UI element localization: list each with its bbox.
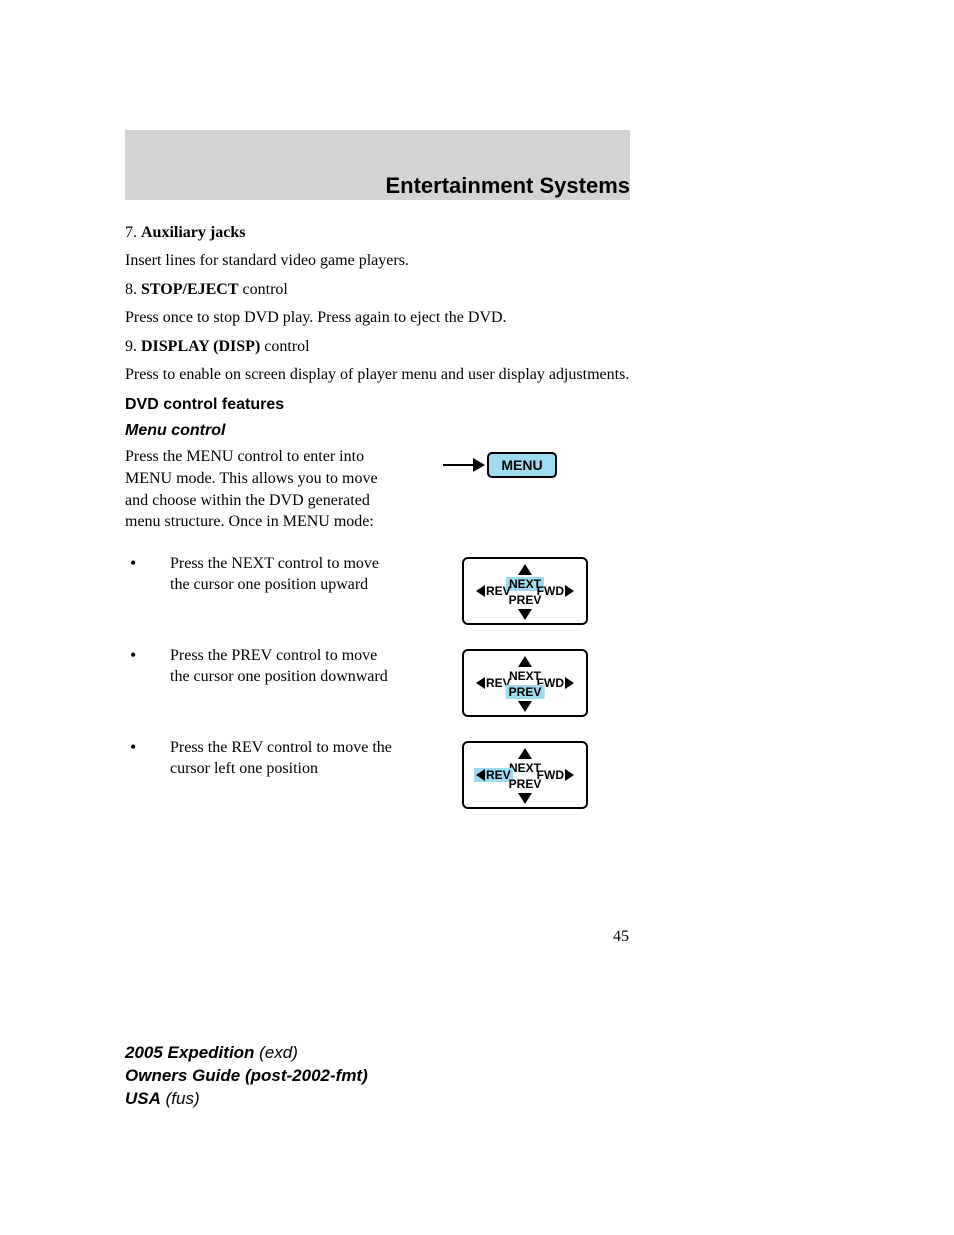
prev-label: PREV xyxy=(506,593,545,607)
footer-model: 2005 Expedition xyxy=(125,1043,254,1062)
dpad-rev-diagram: NEXT REV FWD PREV xyxy=(420,737,630,809)
footer-region: USA xyxy=(125,1089,161,1108)
item-7-num: 7. xyxy=(125,224,137,241)
menu-control-heading: Menu control xyxy=(125,422,630,440)
item-9: 9. DISPLAY (DISP) control xyxy=(125,336,630,358)
arrow-line-icon xyxy=(443,464,483,466)
menu-intro-text: Press the MENU control to enter into MEN… xyxy=(125,446,380,532)
item-9-num: 9. xyxy=(125,338,137,355)
triangle-right-icon xyxy=(565,769,574,781)
dvd-features-heading: DVD control features xyxy=(125,396,630,414)
item-7-title: Auxiliary jacks xyxy=(141,224,245,241)
triangle-left-icon xyxy=(476,585,485,597)
bullet-next: Press the NEXT control to move the curso… xyxy=(125,553,630,625)
page-number: 45 xyxy=(613,928,629,946)
triangle-up-icon xyxy=(518,656,532,667)
bullet-rev-text: Press the REV control to move the cursor… xyxy=(170,737,400,809)
bullet-rev: Press the REV control to move the cursor… xyxy=(125,737,630,809)
menu-button: MENU xyxy=(487,452,556,478)
bullet-next-text: Press the NEXT control to move the curso… xyxy=(170,553,400,625)
dpad-prev-diagram: NEXT REV FWD PREV xyxy=(420,645,630,717)
item-8-num: 8. xyxy=(125,281,137,298)
triangle-up-icon xyxy=(518,564,532,575)
triangle-down-icon xyxy=(518,701,532,712)
item-7-desc: Insert lines for standard video game pla… xyxy=(125,250,630,272)
prev-label: PREV xyxy=(506,685,545,699)
triangle-right-icon xyxy=(565,677,574,689)
item-8-title: STOP/EJECT xyxy=(141,281,239,298)
item-9-suffix: control xyxy=(260,338,309,355)
main-content: 7. Auxiliary jacks Insert lines for stan… xyxy=(125,222,630,829)
item-7: 7. Auxiliary jacks xyxy=(125,222,630,244)
arrow-head-icon xyxy=(473,458,485,472)
triangle-down-icon xyxy=(518,793,532,804)
footer: 2005 Expedition (exd) Owners Guide (post… xyxy=(125,1042,368,1111)
item-9-desc: Press to enable on screen display of pla… xyxy=(125,364,630,386)
footer-region-code: (fus) xyxy=(166,1089,200,1108)
bullet-prev: Press the PREV control to move the curso… xyxy=(125,645,630,717)
triangle-right-icon xyxy=(565,585,574,597)
triangle-down-icon xyxy=(518,609,532,620)
bullet-prev-text: Press the PREV control to move the curso… xyxy=(170,645,400,717)
item-8: 8. STOP/EJECT control xyxy=(125,279,630,301)
prev-label: PREV xyxy=(506,777,545,791)
page-title: Entertainment Systems xyxy=(380,173,630,199)
triangle-left-icon xyxy=(476,677,485,689)
menu-button-diagram: MENU xyxy=(400,446,630,532)
footer-model-code: (exd) xyxy=(259,1043,298,1062)
footer-guide: Owners Guide (post-2002-fmt) xyxy=(125,1065,368,1088)
item-8-suffix: control xyxy=(239,281,288,298)
triangle-left-icon xyxy=(476,769,485,781)
item-9-title: DISPLAY (DISP) xyxy=(141,338,260,355)
item-8-desc: Press once to stop DVD play. Press again… xyxy=(125,307,630,329)
triangle-up-icon xyxy=(518,748,532,759)
menu-intro-row: Press the MENU control to enter into MEN… xyxy=(125,446,630,532)
dpad-next-diagram: NEXT REV FWD PREV xyxy=(420,553,630,625)
